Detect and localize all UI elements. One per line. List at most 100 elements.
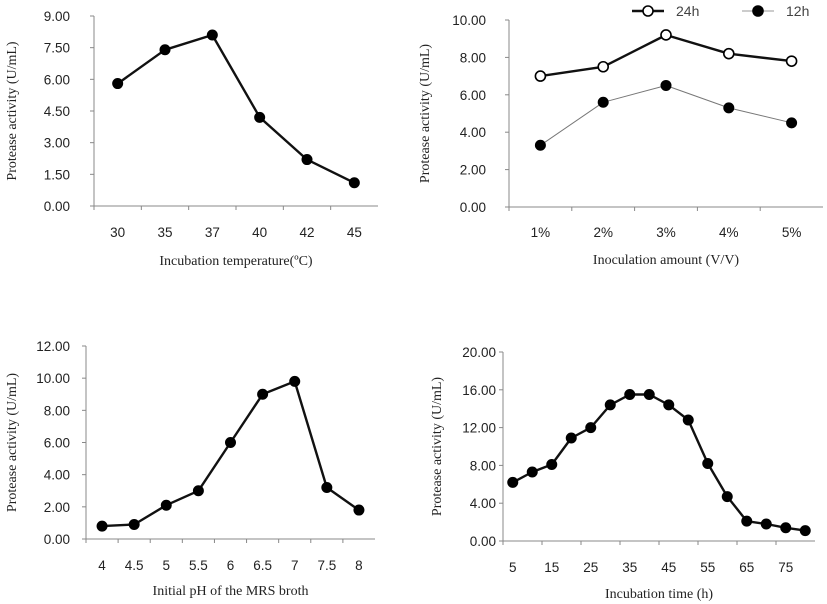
data-point [624,389,636,401]
legend: 24h 12h [632,3,809,19]
data-point [721,491,733,503]
data-point [159,44,171,56]
y-tick-label: 8.00 [44,403,70,418]
x-axis-title: Incubation time (h) [605,587,713,602]
y-tick-label: 7.50 [44,41,70,56]
legend-marker [642,5,654,17]
data-point [786,117,798,129]
data-point [225,437,236,448]
data-point [348,177,360,189]
y-tick-label: 12.00 [462,421,496,436]
x-tick-label: 4 [98,558,106,573]
data-point [760,518,772,530]
y-tick-label: 0.00 [44,199,70,214]
y-tick-label: 3.00 [44,136,70,151]
legend-label: 12h [786,3,809,19]
data-point [289,375,301,387]
x-tick-label: 35 [622,560,637,575]
legend-marker [752,5,764,17]
chart-panel-4: 0.00 4.00 8.00 12.00 16.00 20.00 5 15 25 35 45 55 65… [430,345,815,602]
x-tick-label: 37 [205,225,220,240]
series-line-1 [102,380,360,528]
data-point [112,78,124,90]
x-tick-label: 4% [719,225,739,240]
y-axis-title: Protease activity (U/mL) [5,373,20,513]
x-tick-label: 7 [291,558,299,573]
x-tick-label: 7.5 [317,558,336,573]
data-point [722,47,735,60]
data-point [128,519,140,531]
y-tick-label: 8.00 [460,50,486,65]
series-line-1 [117,33,355,184]
data-point [799,525,811,537]
y-tick-label: 4.00 [460,125,486,140]
x-tick-label: 15 [544,560,559,575]
data-point [785,55,798,67]
y-tick-label: 20.00 [462,345,496,360]
x-axis-title: Incubation temperature(ºC) [159,254,313,269]
data-point [534,139,546,151]
x-tick-label: 1% [531,225,551,240]
y-tick-label: 2.00 [460,163,486,178]
data-point [301,154,313,166]
data-point [723,102,735,114]
data-point [597,60,610,73]
y-tick-label: 6.00 [44,72,70,87]
data-point [702,458,714,470]
x-tick-label: 55 [700,560,715,575]
y-tick-label: 10.00 [452,13,486,28]
data-point [526,466,538,478]
x-tick-label: 6.5 [253,558,272,573]
x-tick-label: 5.5 [189,558,208,573]
x-tick-label: 40 [252,225,267,240]
x-tick-label: 45 [347,225,362,240]
x-tick-label: 5 [163,558,171,573]
x-tick-label: 8 [355,558,363,573]
y-tick-label: 4.50 [44,104,70,119]
y-tick-label: 9.00 [44,9,70,24]
series-line-1 [512,393,806,532]
x-axis-title: Initial pH of the MRS broth [153,584,309,599]
y-tick-label: 8.00 [470,458,496,473]
data-point [585,422,597,434]
data-point [604,399,616,411]
y-axis-title: Protease activity (U/mL) [430,377,445,517]
data-point [96,520,108,532]
data-point [565,432,577,444]
data-point [534,70,547,82]
y-axis-title: Protease activity (U/mL) [418,44,433,184]
x-tick-label: 45 [661,560,676,575]
y-tick-label: 10.00 [36,371,70,386]
data-point [353,504,365,516]
data-point [254,111,266,123]
x-axis-title: Inoculation amount (V/V) [593,253,740,268]
data-point [741,515,753,527]
series-line-24h [540,33,792,78]
data-point [206,29,218,41]
data-point [160,499,172,511]
y-tick-label: 12.00 [36,339,70,354]
data-point [321,482,333,494]
x-tick-label: 42 [299,225,314,240]
y-tick-label: 0.00 [470,534,496,549]
data-point [660,29,672,41]
data-point [643,389,655,401]
data-point [192,485,204,497]
x-tick-label: 75 [778,560,793,575]
y-tick-label: 6.00 [44,436,70,451]
data-point [663,399,675,411]
x-tick-label: 2% [593,225,613,240]
x-tick-label: 5% [782,225,802,240]
data-point [257,388,269,400]
x-tick-label: 5 [509,560,517,575]
x-tick-label: 4.5 [125,558,144,573]
data-point [682,414,694,426]
y-tick-label: 16.00 [462,383,496,398]
x-tick-label: 25 [583,560,598,575]
data-point [507,476,519,488]
x-tick-label: 35 [157,225,172,240]
data-point [546,458,558,470]
y-tick-label: 4.00 [44,468,70,483]
y-tick-label: 4.00 [470,496,496,511]
x-tick-label: 6 [227,558,235,573]
